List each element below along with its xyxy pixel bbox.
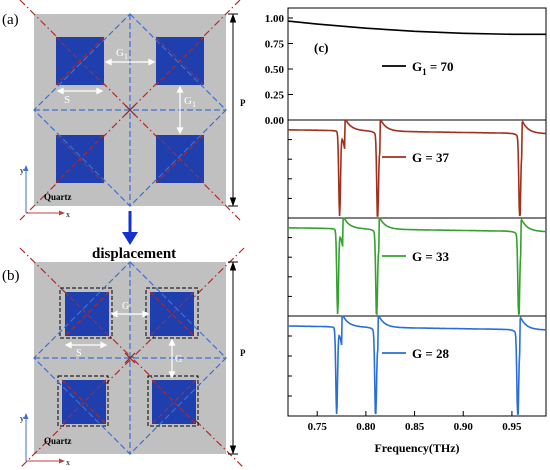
dim-g-right-label: G bbox=[175, 354, 182, 365]
panel-a: (a) bbox=[2, 0, 246, 221]
panel-b-label: (b) bbox=[2, 268, 20, 284]
y-tick-label: 0.75 bbox=[265, 39, 285, 51]
legend-label: G = 37 bbox=[412, 150, 450, 165]
dim-s-label: S bbox=[64, 94, 70, 106]
panel-b-p-label: P bbox=[240, 348, 246, 358]
legend-label: G = 33 bbox=[412, 249, 450, 264]
legend-label: G = 28 bbox=[412, 346, 450, 361]
panel-b-red-diagonals bbox=[19, 247, 245, 469]
dim-g-top-label: G bbox=[122, 301, 129, 312]
curves bbox=[287, 20, 546, 415]
panel-a-label: (a) bbox=[2, 12, 19, 28]
displacement-label: displacement bbox=[92, 246, 176, 262]
series-g33-line bbox=[288, 217, 546, 316]
x-tick-label: 0.75 bbox=[308, 421, 328, 433]
chart-label: (c) bbox=[314, 40, 328, 55]
x-tick-label: 0.80 bbox=[356, 421, 376, 433]
panel-a-quartz-label: Quartz bbox=[44, 192, 72, 202]
panel-a-center bbox=[124, 104, 136, 116]
dim-g1-top-label: G1 bbox=[116, 47, 128, 61]
panel-a-square-red-dashes bbox=[55, 36, 205, 184]
panel-a-period bbox=[228, 13, 238, 207]
displacement-arrow bbox=[122, 211, 138, 245]
panel-a-dims bbox=[56, 58, 184, 135]
y-tick-label: 0.50 bbox=[265, 64, 285, 76]
panel-b-center bbox=[124, 352, 136, 364]
x-tick-label: 0.90 bbox=[454, 421, 474, 433]
panel-b-axes bbox=[23, 413, 65, 464]
panel-a-axes bbox=[23, 165, 65, 216]
x-ticks: 0.75 0.80 0.85 0.90 0.95 bbox=[308, 411, 522, 433]
x-tick-label: 0.95 bbox=[502, 421, 522, 433]
chart-frame bbox=[287, 7, 547, 417]
panel-b-square-red-dashes bbox=[61, 291, 197, 425]
panel-a-axis-x: x bbox=[66, 210, 70, 219]
series-g28-line bbox=[288, 315, 546, 415]
dim-g1-right-label: G1 bbox=[184, 95, 196, 109]
panel-b-period bbox=[228, 261, 238, 455]
legend-label: G1 = 70 bbox=[412, 59, 454, 77]
panel-a-p-label: P bbox=[240, 98, 246, 108]
legends: G1 = 70 G = 37 G = 33 G = 28 bbox=[382, 59, 454, 361]
panel-a-axis-y: y bbox=[20, 166, 24, 175]
dim-s-b-label: S bbox=[76, 348, 82, 359]
x-tick-label: 0.85 bbox=[405, 421, 425, 433]
y-tick-label: 1.00 bbox=[265, 13, 285, 25]
y-tick-label: 0.00 bbox=[265, 115, 285, 127]
panel-b-axis-x: x bbox=[66, 458, 70, 467]
y-tick-label: 0.25 bbox=[265, 90, 285, 102]
panel-b-quartz-label: Quartz bbox=[44, 436, 72, 446]
series-g1-70-line bbox=[287, 20, 546, 36]
y-ticks: 1.00 0.75 0.50 0.25 0.00 bbox=[265, 13, 293, 397]
panel-b-dims bbox=[64, 310, 176, 379]
panel-b-axis-y: y bbox=[20, 414, 24, 423]
chart-c: (c) 1.00 0.75 0.50 0.25 0.00 0.75 0.80 0.85 0.9… bbox=[265, 7, 547, 455]
x-axis-label: Frequency(THz) bbox=[374, 441, 459, 455]
series-g37-line bbox=[288, 119, 546, 217]
panel-b: (b) bbox=[2, 247, 246, 469]
